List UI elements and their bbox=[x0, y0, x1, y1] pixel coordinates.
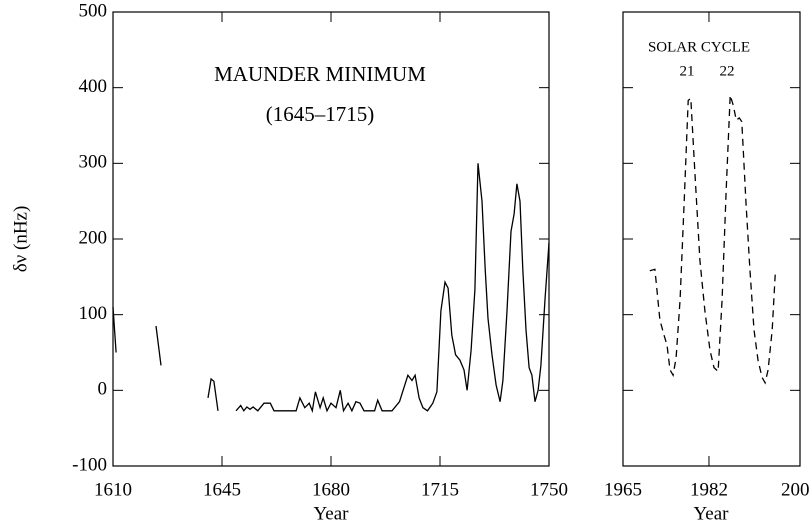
data-line bbox=[649, 95, 776, 385]
x-tick-label: 1965 bbox=[604, 479, 642, 500]
y-tick-label: 0 bbox=[98, 379, 108, 400]
annotation: 22 bbox=[720, 63, 735, 79]
annotation: MAUNDER MINIMUM bbox=[214, 62, 426, 86]
y-tick-label: -100 bbox=[72, 454, 107, 475]
x-axis-label: Year bbox=[693, 503, 729, 524]
x-tick-label: 1750 bbox=[530, 479, 568, 500]
x-tick-label: 2000 bbox=[781, 479, 809, 500]
y-tick-label: 200 bbox=[79, 227, 108, 248]
x-axis-label: Year bbox=[313, 503, 349, 524]
frame bbox=[622, 11, 801, 467]
x-tick-label: 1680 bbox=[312, 479, 350, 500]
annotation: SOLAR CYCLE bbox=[648, 39, 750, 55]
x-tick-label: 1982 bbox=[690, 479, 728, 500]
x-tick-label: 1610 bbox=[94, 479, 132, 500]
y-axis-label: δν (nHz) bbox=[10, 206, 31, 273]
y-tick-label: 400 bbox=[79, 76, 108, 97]
annotation: (1645–1715) bbox=[266, 102, 375, 126]
y-tick-label: 100 bbox=[79, 303, 108, 324]
data-line bbox=[112, 163, 550, 414]
annotation: 21 bbox=[680, 63, 695, 79]
y-tick-label: 500 bbox=[79, 0, 108, 21]
y-tick-label: 300 bbox=[79, 152, 108, 173]
x-tick-label: 1715 bbox=[421, 479, 459, 500]
x-tick-label: 1645 bbox=[203, 479, 241, 500]
